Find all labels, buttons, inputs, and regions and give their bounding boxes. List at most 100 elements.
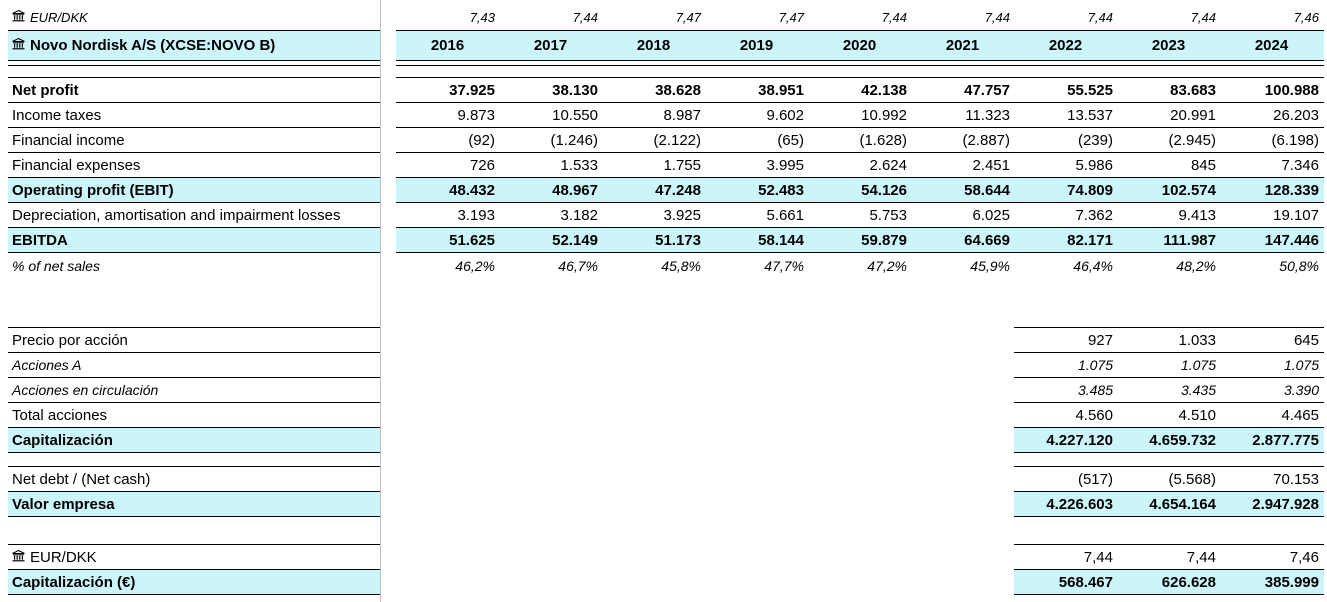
pl-value: (6.198) bbox=[1271, 132, 1319, 149]
fx-value: 7,44 bbox=[881, 9, 907, 25]
row-label-text: Financial expenses bbox=[12, 157, 141, 174]
valuation-value: (5.568) bbox=[1168, 470, 1216, 488]
grid-line bbox=[8, 152, 380, 153]
row-label-text: Net profit bbox=[12, 82, 79, 99]
pl-value: 47.757 bbox=[964, 82, 1010, 99]
pl-value: 8.987 bbox=[663, 107, 701, 124]
fx-value: 7,44 bbox=[1190, 9, 1216, 25]
pl-label: Depreciation, amortisation and impairmen… bbox=[12, 203, 380, 228]
pl-value: (2.887) bbox=[962, 132, 1010, 149]
pl-value: (2.945) bbox=[1168, 132, 1216, 149]
pl-value: 52.483 bbox=[758, 182, 804, 199]
row-highlight bbox=[1014, 428, 1324, 452]
valuation-value: 1.075 bbox=[1077, 357, 1113, 373]
pl-value: 3.925 bbox=[663, 207, 701, 224]
valuation-value: 4.510 bbox=[1178, 406, 1216, 424]
pl-value: 9.413 bbox=[1178, 207, 1216, 224]
pl-value: 52.149 bbox=[552, 232, 598, 249]
row-highlight bbox=[8, 570, 380, 594]
row-label-text: Operating profit (EBIT) bbox=[12, 182, 174, 199]
pl-value: 51.173 bbox=[655, 232, 701, 249]
row-label-text: EUR/DKK bbox=[30, 9, 88, 25]
row-label-text: Novo Nordisk A/S (XCSE:NOVO B) bbox=[30, 37, 276, 54]
grid-line bbox=[8, 60, 380, 61]
pl-value: 50,8% bbox=[1279, 257, 1319, 274]
valuation-value: 3.435 bbox=[1180, 382, 1216, 398]
row-label-text: Net debt / (Net cash) bbox=[12, 470, 151, 488]
grid-line bbox=[396, 202, 1324, 203]
pl-row: EBITDA 51.625 52.149 51.173 58.144 59.879 64.6… bbox=[0, 228, 1327, 253]
valuation-value: 4.560 bbox=[1075, 406, 1113, 424]
row-label-text: Depreciation, amortisation and impairmen… bbox=[12, 207, 341, 224]
grid-line bbox=[1014, 427, 1324, 428]
grid-line bbox=[8, 352, 380, 353]
pl-value: 38.130 bbox=[552, 82, 598, 99]
row-highlight bbox=[1014, 492, 1324, 516]
grid-line bbox=[8, 491, 380, 492]
pl-value: 58.144 bbox=[758, 232, 804, 249]
grid-line bbox=[8, 102, 380, 103]
pl-value: 45,9% bbox=[970, 257, 1010, 274]
fx-value: 7,46 bbox=[1293, 9, 1319, 25]
valuation-value: 1.033 bbox=[1178, 331, 1216, 349]
grid-line bbox=[8, 452, 380, 453]
pl-value: 42.138 bbox=[861, 82, 907, 99]
pl-value: 7.362 bbox=[1075, 207, 1113, 224]
pl-value: 19.107 bbox=[1273, 207, 1319, 224]
pl-row: Income taxes 9.873 10.550 8.987 9.602 10.992 1… bbox=[0, 103, 1327, 128]
pl-value: (1.246) bbox=[550, 132, 598, 149]
grid-line bbox=[396, 152, 1324, 153]
valuation-value: 4.226.603 bbox=[1046, 495, 1113, 513]
pl-label: EBITDA bbox=[12, 228, 380, 253]
grid-line bbox=[8, 177, 380, 178]
pl-value: 5.753 bbox=[869, 207, 907, 224]
row-label-text: % of net sales bbox=[12, 257, 100, 274]
pl-value: 9.873 bbox=[457, 107, 495, 124]
grid-line bbox=[396, 227, 1324, 228]
pl-value: 3.182 bbox=[560, 207, 598, 224]
grid-line bbox=[396, 252, 1324, 253]
pl-value: 82.171 bbox=[1067, 232, 1113, 249]
row-highlight bbox=[396, 178, 1324, 203]
pl-value: 1.755 bbox=[663, 157, 701, 174]
pl-label: Financial income bbox=[12, 128, 380, 153]
valuation-row: Capitalización (€) 568.467 626.628 385.999 bbox=[0, 570, 1327, 594]
pl-row: Financial income (92) (1.246) (2.122) (65) (1… bbox=[0, 128, 1327, 153]
valuation-row: Acciones A 1.075 1.075 1.075 bbox=[0, 353, 1327, 377]
pl-value: (65) bbox=[777, 132, 804, 149]
grid-line bbox=[1014, 516, 1324, 517]
grid-line bbox=[1014, 569, 1324, 570]
valuation-value: 626.628 bbox=[1161, 573, 1216, 591]
pl-value: 48,2% bbox=[1176, 257, 1216, 274]
grid-line bbox=[8, 516, 380, 517]
valuation-value: 4.659.732 bbox=[1149, 431, 1216, 449]
pl-label: Income taxes bbox=[12, 103, 380, 128]
valuation-label: Valor empresa bbox=[12, 492, 380, 516]
bank-icon bbox=[12, 37, 25, 53]
pl-value: 726 bbox=[469, 157, 495, 174]
grid-line bbox=[8, 377, 380, 378]
grid-line bbox=[8, 466, 380, 467]
pl-value: 38.628 bbox=[655, 82, 701, 99]
grid-line bbox=[396, 65, 1324, 66]
fx-value: 7,47 bbox=[778, 9, 804, 25]
grid-line bbox=[8, 127, 380, 128]
pl-value: 47.248 bbox=[655, 182, 701, 199]
row-label-text: Capitalización bbox=[12, 431, 113, 449]
fx-value: 7,43 bbox=[469, 9, 495, 25]
pl-value: 64.669 bbox=[964, 232, 1010, 249]
grid-line bbox=[1014, 544, 1324, 545]
pl-value: 46,4% bbox=[1073, 257, 1113, 274]
grid-line bbox=[8, 327, 380, 328]
row-highlight bbox=[8, 492, 380, 516]
grid-line bbox=[8, 594, 380, 595]
pl-row: Operating profit (EBIT) 48.432 48.967 47.24… bbox=[0, 178, 1327, 203]
pl-value: 26.203 bbox=[1273, 107, 1319, 124]
valuation-value: 7,44 bbox=[1083, 548, 1113, 566]
pl-label: Financial expenses bbox=[12, 153, 380, 178]
grid-line bbox=[396, 177, 1324, 178]
grid-line bbox=[1014, 377, 1324, 378]
valuation-row: Acciones en circulación 3.485 3.435 3.390 bbox=[0, 378, 1327, 402]
grid-line bbox=[396, 127, 1324, 128]
fx-value: 7,44 bbox=[1087, 9, 1113, 25]
